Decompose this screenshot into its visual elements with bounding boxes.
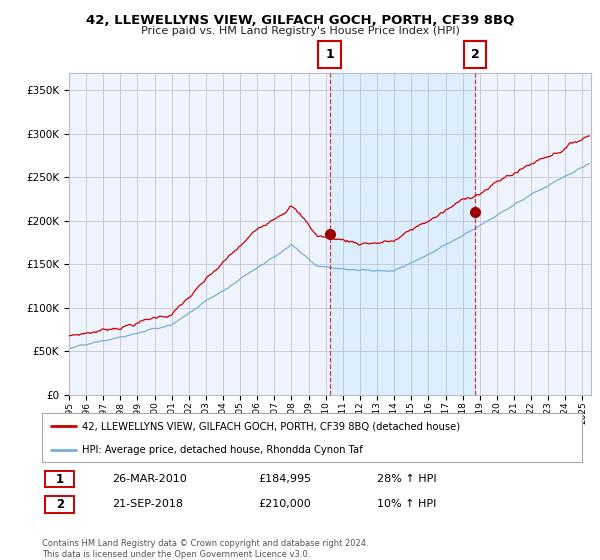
Text: 21-SEP-2018: 21-SEP-2018: [112, 500, 183, 509]
Text: 42, LLEWELLYNS VIEW, GILFACH GOCH, PORTH, CF39 8BQ: 42, LLEWELLYNS VIEW, GILFACH GOCH, PORTH…: [86, 14, 514, 27]
Text: HPI: Average price, detached house, Rhondda Cynon Taf: HPI: Average price, detached house, Rhon…: [83, 445, 363, 455]
Text: 42, LLEWELLYNS VIEW, GILFACH GOCH, PORTH, CF39 8BQ (detached house): 42, LLEWELLYNS VIEW, GILFACH GOCH, PORTH…: [83, 421, 461, 431]
Text: 28% ↑ HPI: 28% ↑ HPI: [377, 474, 436, 484]
Text: 10% ↑ HPI: 10% ↑ HPI: [377, 500, 436, 509]
Text: 2: 2: [470, 48, 479, 62]
Bar: [329, 73, 475, 395]
Text: £184,995: £184,995: [258, 474, 311, 484]
Text: 1: 1: [56, 473, 64, 486]
Text: £210,000: £210,000: [258, 500, 311, 509]
Text: 1: 1: [325, 48, 334, 62]
Text: Contains HM Land Registry data © Crown copyright and database right 2024.
This d: Contains HM Land Registry data © Crown c…: [42, 539, 368, 559]
Text: 2: 2: [56, 498, 64, 511]
FancyBboxPatch shape: [45, 496, 74, 512]
Text: Price paid vs. HM Land Registry's House Price Index (HPI): Price paid vs. HM Land Registry's House …: [140, 26, 460, 36]
Text: 26-MAR-2010: 26-MAR-2010: [112, 474, 187, 484]
FancyBboxPatch shape: [45, 471, 74, 487]
